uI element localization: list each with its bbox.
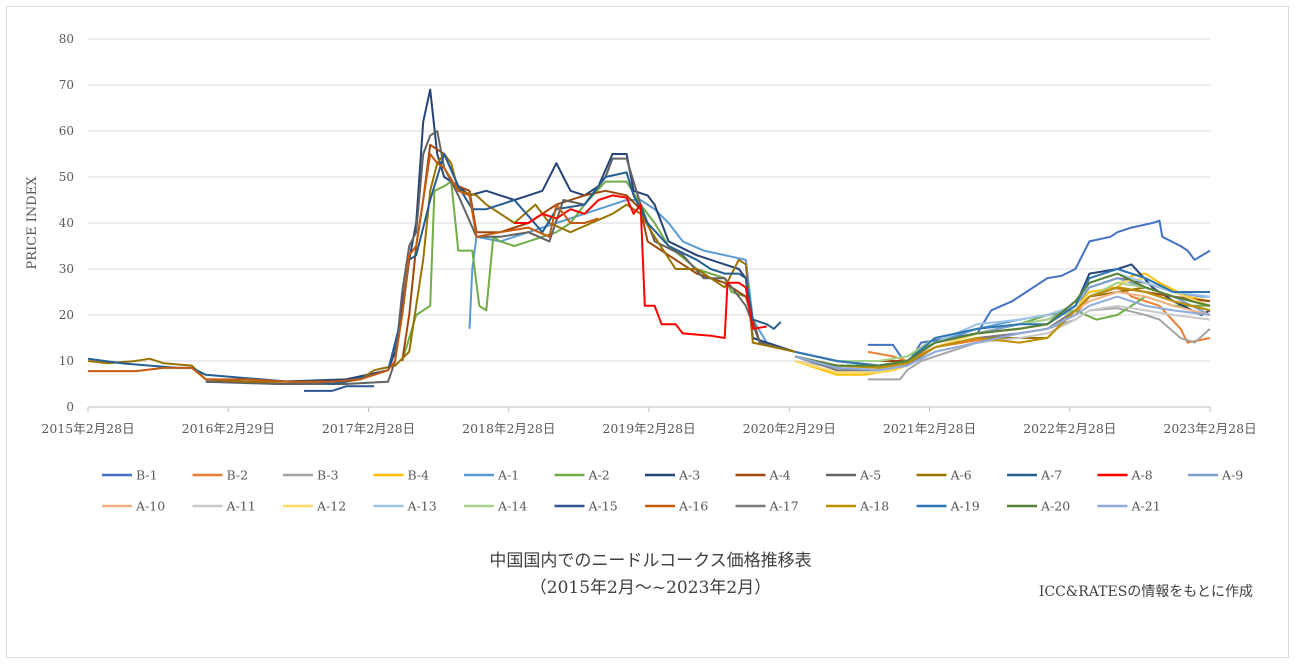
chart-title: 中国国内でのニードルコークス価格推移表	[489, 551, 812, 571]
legend-label: B-2	[227, 468, 249, 483]
legend-label: B-1	[136, 468, 158, 483]
legend-label: A-6	[950, 468, 972, 483]
legend-label: A-17	[769, 499, 799, 514]
series-line-a-20	[794, 272, 1211, 367]
legend-label: A-3	[678, 468, 700, 483]
legend-label: A-18	[859, 499, 889, 514]
legend-label: A-10	[135, 499, 165, 514]
legend-label: A-21	[1131, 499, 1161, 514]
series-line-a-2	[401, 180, 1210, 362]
series-line-a-6	[87, 153, 1211, 383]
y-tick-label: 0	[66, 400, 74, 414]
x-tick-label: 2021年2月28日	[883, 421, 976, 436]
series-line-a-18	[794, 286, 1211, 369]
series-line-a-7	[87, 153, 782, 385]
legend-label: A-5	[859, 468, 881, 483]
x-tick-label: 2017年2月28日	[322, 421, 415, 436]
series-line-a-21	[794, 295, 1211, 372]
legend-label: A-12	[316, 499, 346, 514]
y-tick-label: 30	[59, 262, 74, 276]
x-tick-label: 2018年2月28日	[462, 421, 555, 436]
legend-label: A-9	[1221, 468, 1243, 483]
y-tick-label: 10	[59, 354, 74, 368]
y-tick-label: 60	[59, 124, 74, 138]
y-tick-label: 70	[59, 78, 74, 92]
series-line-a-16	[88, 153, 599, 383]
x-tick-label: 2016年2月29日	[182, 421, 275, 436]
legend-label: A-16	[678, 499, 708, 514]
legend-label: A-11	[226, 499, 256, 514]
series-line-a-3	[205, 88, 1211, 383]
x-tick-label: 2015年2月28日	[41, 421, 134, 436]
y-tick-label: 40	[59, 216, 74, 230]
series-line-a-15	[304, 385, 375, 392]
y-tick-label: 80	[59, 32, 74, 46]
legend-label: A-2	[588, 468, 610, 483]
series-line-a-1	[468, 199, 1210, 367]
series-line-b-1	[867, 219, 1211, 367]
legend-label: A-4	[769, 468, 791, 483]
y-tick-label: 20	[59, 308, 74, 322]
chart-subtitle: （2015年2月～~2023年2月）	[529, 578, 772, 598]
x-tick-label: 2023年2月28日	[1163, 421, 1256, 436]
legend-label: A-20	[1040, 499, 1070, 514]
series-line-a-5	[205, 130, 1211, 385]
legend-label: A-15	[588, 499, 618, 514]
x-tick-label: 2022年2月28日	[1023, 421, 1116, 436]
y-axis-label: PRICE INDEX	[25, 176, 40, 270]
series-line-a-8	[514, 194, 767, 339]
y-tick-label: 50	[59, 170, 74, 184]
legend-label: A-14	[497, 499, 527, 514]
legend-label: A-7	[1040, 468, 1062, 483]
legend-label: A-8	[1131, 468, 1153, 483]
series-line-a-14	[794, 281, 1211, 362]
legend-label: A-1	[497, 468, 519, 483]
legend-label: A-13	[407, 499, 437, 514]
legend-label: A-19	[950, 499, 980, 514]
legend-label: B-4	[408, 468, 430, 483]
legend-label: B-3	[317, 468, 339, 483]
chart-frame	[6, 6, 1289, 658]
x-tick-label: 2019年2月28日	[602, 421, 695, 436]
x-tick-label: 2020年2月29日	[743, 421, 836, 436]
source-note: ICC&RATESの情報をもとに作成	[1038, 584, 1253, 600]
